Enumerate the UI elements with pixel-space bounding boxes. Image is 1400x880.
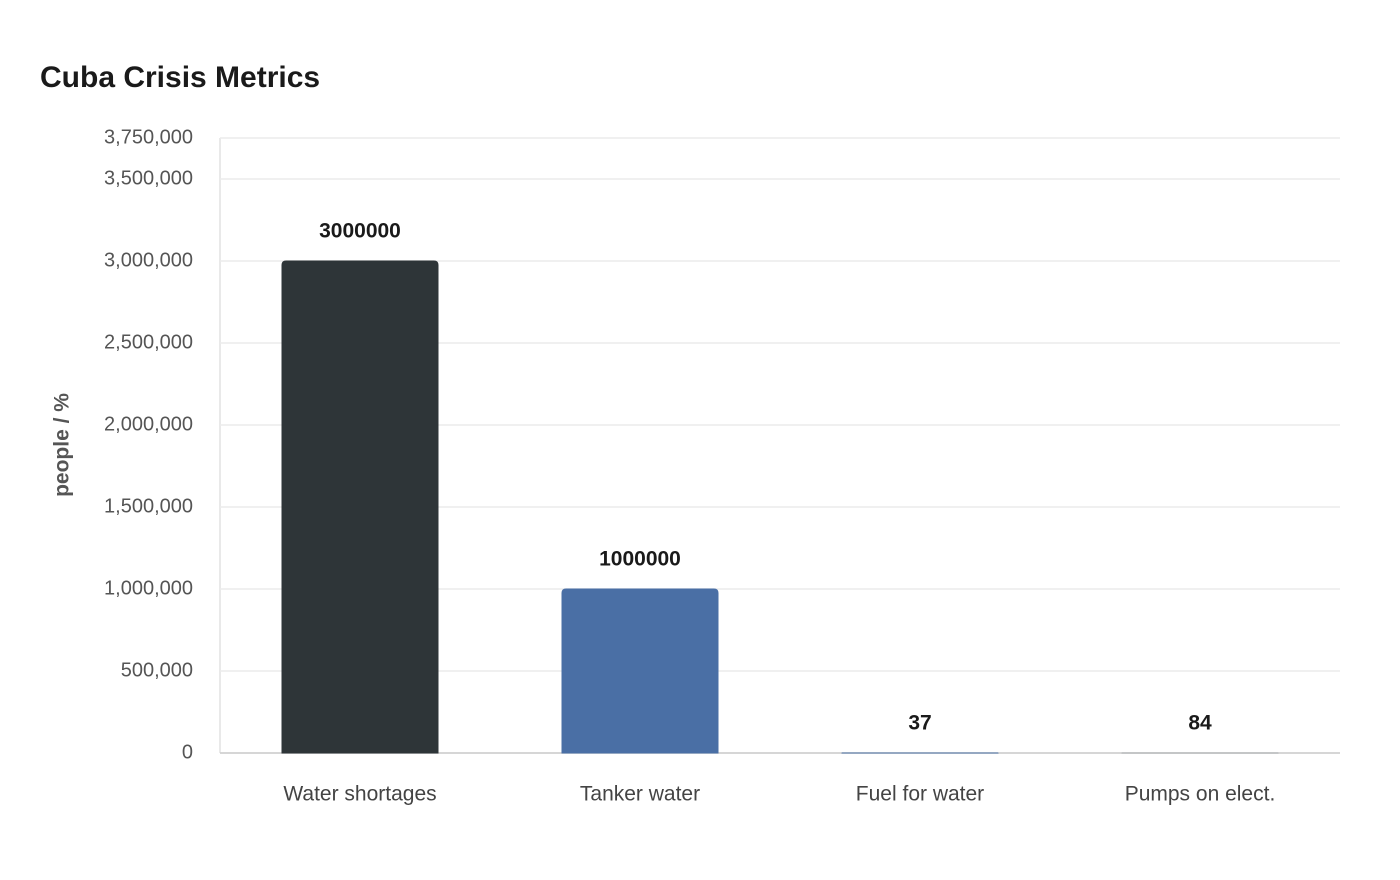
x-tick-label: Pumps on elect. <box>1125 783 1276 806</box>
x-tick-label: Water shortages <box>283 783 436 806</box>
chart-title: Cuba Crisis Metrics <box>40 61 320 94</box>
bar <box>561 588 719 754</box>
x-tick-label: Fuel for water <box>856 783 984 806</box>
value-label: 37 <box>908 712 931 735</box>
y-tick-label: 1,000,000 <box>104 577 193 599</box>
y-tick-label: 3,750,000 <box>104 126 193 148</box>
value-label: 3000000 <box>319 220 401 243</box>
y-tick-label: 3,000,000 <box>104 249 193 271</box>
value-label: 1000000 <box>599 548 681 571</box>
y-axis-label: people / % <box>51 393 74 497</box>
value-label: 84 <box>1188 712 1212 735</box>
y-tick-label: 3,500,000 <box>104 167 193 189</box>
y-tick-label: 2,000,000 <box>104 413 193 435</box>
bar <box>281 260 439 754</box>
y-tick-label: 2,500,000 <box>104 331 193 353</box>
y-tick-label: 0 <box>182 741 193 763</box>
x-tick-label: Tanker water <box>580 783 700 806</box>
y-tick-label: 1,500,000 <box>104 495 193 517</box>
y-tick-label: 500,000 <box>121 659 193 681</box>
